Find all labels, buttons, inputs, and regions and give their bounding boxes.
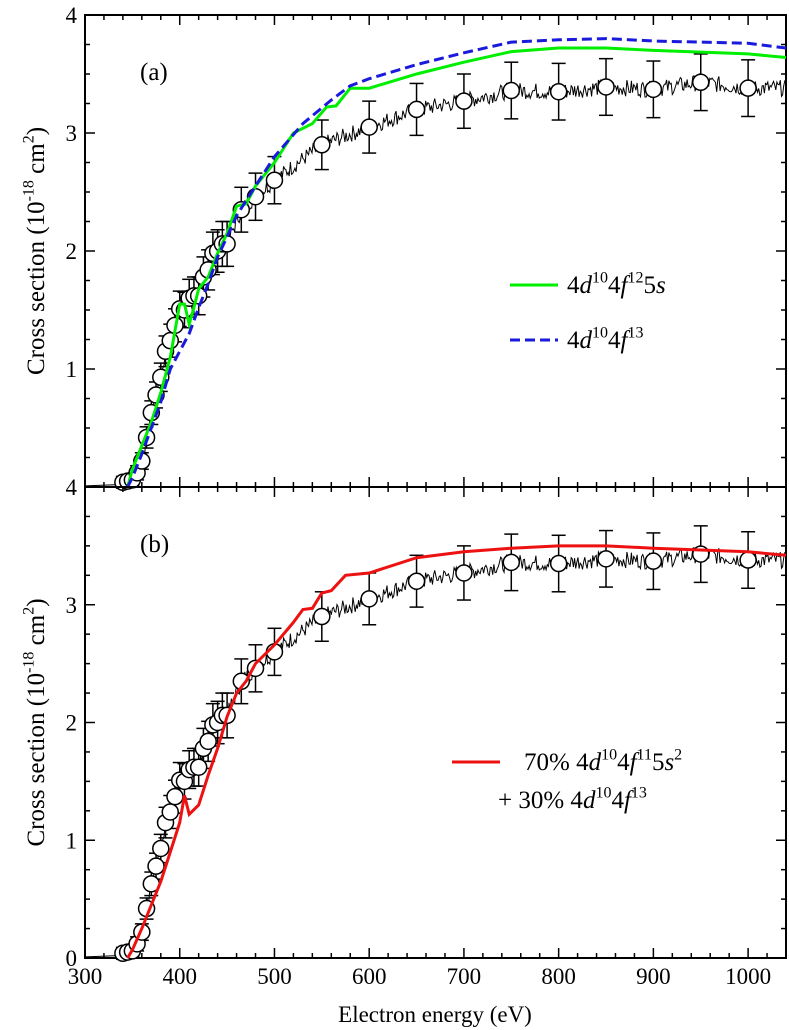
x-tick-label: 800 bbox=[541, 964, 576, 989]
plot-frame bbox=[84, 486, 787, 959]
data-point bbox=[407, 572, 426, 590]
y-tick-label: 2 bbox=[66, 239, 78, 264]
data-point bbox=[147, 857, 165, 875]
data-point bbox=[161, 331, 180, 350]
x-tick-label: 1000 bbox=[725, 964, 771, 989]
data-point bbox=[502, 81, 521, 100]
data-point bbox=[455, 92, 473, 110]
x-axis-label: Electron energy (eV) bbox=[338, 1002, 532, 1027]
data-point bbox=[549, 554, 568, 573]
x-tick-label: 300 bbox=[68, 964, 103, 989]
data-point bbox=[597, 78, 615, 96]
data-point bbox=[549, 82, 568, 101]
data-point bbox=[313, 136, 331, 154]
data-point bbox=[360, 590, 378, 608]
series-line bbox=[126, 544, 787, 959]
data-point bbox=[189, 758, 208, 776]
data-point bbox=[502, 553, 521, 572]
x-tick-label: 600 bbox=[352, 964, 387, 989]
y-tick-label: 0 bbox=[66, 946, 78, 971]
data-point bbox=[455, 564, 473, 582]
panel-a: 4 1 2 3 4 Cross section (10-18 cm2) (a) 4d104f1… bbox=[21, 3, 787, 500]
y-tick-label: 2 bbox=[66, 711, 78, 736]
y-tick-label: 3 bbox=[66, 121, 78, 146]
series-line bbox=[126, 37, 787, 488]
data-point bbox=[152, 839, 170, 858]
x-tick-label: 400 bbox=[162, 964, 197, 989]
data-point bbox=[644, 552, 663, 570]
legend-label: + 30% 4d104f13 bbox=[498, 785, 647, 815]
series-line bbox=[126, 46, 787, 488]
y-tick-label: 1 bbox=[66, 357, 78, 382]
data-point bbox=[739, 79, 757, 97]
panel-b: 0 1 2 3 300 400 500 600 700 800 900 1000 Cross secti… bbox=[21, 486, 787, 989]
data-point bbox=[691, 73, 710, 92]
y-tick-label: 4 bbox=[66, 3, 78, 28]
y-tick-label: 3 bbox=[66, 593, 78, 618]
panel-label: (b) bbox=[140, 531, 169, 558]
data-point bbox=[199, 732, 217, 751]
data-point bbox=[644, 80, 663, 99]
plot-frame bbox=[84, 14, 787, 488]
legend-label: 70% 4d104f115s2 bbox=[524, 747, 682, 777]
data-point bbox=[360, 118, 378, 136]
y-axis-label: Cross section (10-18 cm2) bbox=[21, 598, 51, 846]
panel-label: (a) bbox=[140, 59, 168, 86]
data-point bbox=[313, 607, 331, 626]
legend-label: 4d104f125s bbox=[567, 270, 666, 300]
x-tick-label: 700 bbox=[447, 964, 482, 989]
data-point bbox=[166, 787, 184, 806]
legend-label: 4d104f13 bbox=[567, 325, 643, 355]
data-point bbox=[739, 551, 757, 569]
data-point bbox=[265, 171, 284, 189]
x-tick-label: 500 bbox=[257, 964, 292, 989]
y-tick-label: 1 bbox=[66, 828, 78, 853]
data-point bbox=[161, 803, 180, 821]
y-axis-label: Cross section (10-18 cm2) bbox=[21, 127, 51, 375]
y-tick-label: 4 bbox=[66, 475, 78, 500]
experiment-trace bbox=[84, 72, 786, 491]
x-tick-label: 900 bbox=[636, 964, 671, 989]
data-point bbox=[597, 550, 615, 568]
data-point bbox=[407, 100, 426, 119]
